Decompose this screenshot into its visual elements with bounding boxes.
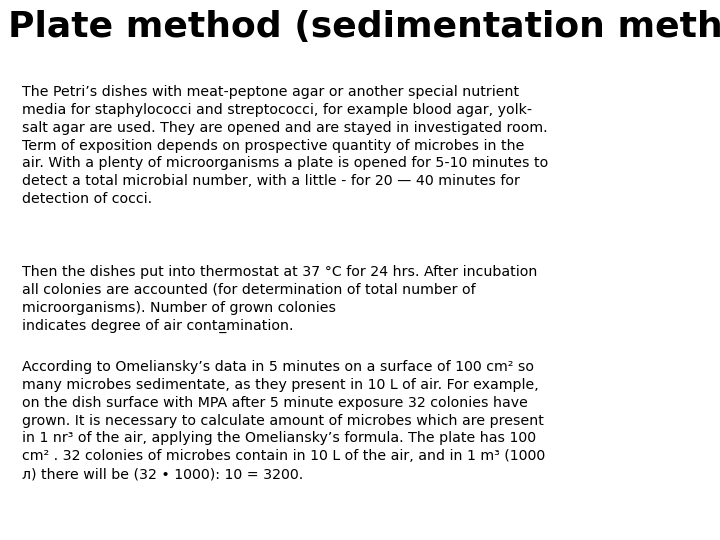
Text: Then the dishes put into thermostat at 37 °C for 24 hrs. After incubation
all co: Then the dishes put into thermostat at 3… (22, 265, 537, 333)
Text: According to Omeliansky’s data in 5 minutes on a surface of 100 cm² so
many micr: According to Omeliansky’s data in 5 minu… (22, 360, 545, 481)
Text: The Petri’s dishes with meat-peptone agar or another special nutrient
media for : The Petri’s dishes with meat-peptone aga… (22, 85, 548, 206)
Text: Plate method (sedimentation method): Plate method (sedimentation method) (8, 10, 720, 44)
